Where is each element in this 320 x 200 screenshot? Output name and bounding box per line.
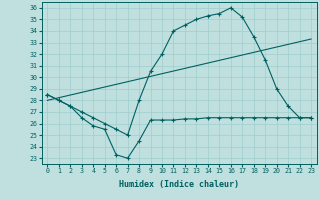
- X-axis label: Humidex (Indice chaleur): Humidex (Indice chaleur): [119, 180, 239, 189]
